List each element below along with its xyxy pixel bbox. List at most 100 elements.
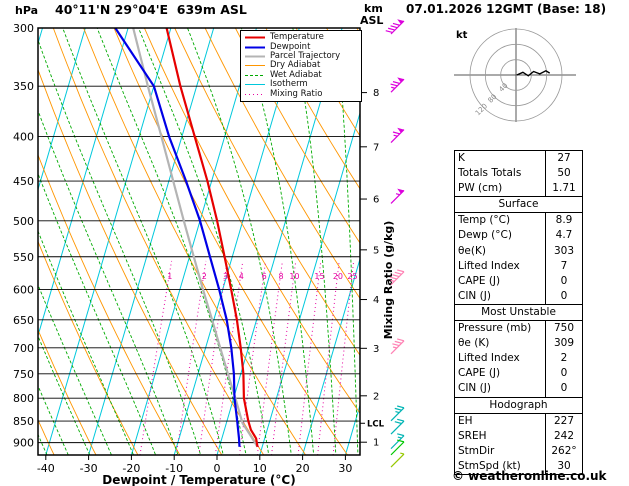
km-tick-label: 4 <box>373 295 379 306</box>
pressure-tick-label: 850 <box>13 415 34 428</box>
indices-row-label: CIN (J) <box>458 289 491 302</box>
mixing-ratio-value-label: 2 <box>202 272 207 281</box>
indices-row-label: θe (K) <box>458 337 490 350</box>
indices-row: PW (cm) 1.71 <box>455 181 582 197</box>
indices-row: Temp (°C) 8.9 <box>455 213 582 229</box>
km-tick-label: 3 <box>373 344 379 355</box>
km-tick-label: 8 <box>373 88 379 99</box>
temp-tick-label: 10 <box>253 462 267 475</box>
mixing-ratio-value-label: 20 <box>333 272 343 281</box>
legend-swatch <box>245 74 265 76</box>
temp-tick-label: 0 <box>214 462 221 475</box>
indices-row-label: StmSpd (kt) <box>458 459 521 472</box>
legend-item: Mixing Ratio <box>241 89 361 98</box>
pressure-tick-label: 300 <box>13 22 34 35</box>
temp-tick-label: 20 <box>296 462 310 475</box>
legend-label: Dry Adiabat <box>270 60 321 71</box>
indices-section-title: Most Unstable <box>455 303 582 322</box>
legend-label: Dewpoint <box>270 41 311 52</box>
km-unit-label: km <box>364 2 383 15</box>
legend-item: Parcel Trajectory <box>241 50 361 61</box>
indices-row-value: 27 <box>545 151 582 167</box>
indices-row-value: 242 <box>545 428 582 444</box>
indices-row-value: 1.71 <box>545 181 582 197</box>
dry-adiabat-line <box>113 28 348 455</box>
indices-row: CAPE (J) 0 <box>455 273 582 289</box>
wind-barb <box>390 405 405 422</box>
pressure-tick-label: 500 <box>13 215 34 228</box>
asl-unit-label: ASL <box>360 14 384 27</box>
km-tick-label: 1 <box>373 438 379 449</box>
mixing-ratio-value-label: 25 <box>347 272 357 281</box>
isotherm-line <box>88 28 215 455</box>
indices-row: CIN (J) 0 <box>455 381 582 397</box>
indices-row-value: 750 <box>545 321 582 337</box>
indices-row-value: 2 <box>545 351 582 367</box>
wind-barb <box>390 433 405 450</box>
legend-item: Temperature <box>241 33 361 42</box>
legend-label: Parcel Trajectory <box>270 50 341 61</box>
indices-row: EH 227 <box>455 413 582 429</box>
indices-row: K 27 <box>455 151 582 167</box>
wind-barb <box>385 19 405 35</box>
wind-barb <box>390 439 405 456</box>
dry-adiabat-line <box>38 328 97 455</box>
wind-barb <box>390 452 405 468</box>
indices-row-value: 7 <box>545 258 582 274</box>
indices-row: θe (K) 309 <box>455 336 582 352</box>
km-tick-label: 7 <box>373 142 379 153</box>
credit-label: © weatheronline.co.uk <box>452 469 607 483</box>
legend-label: Wet Adiabat <box>270 69 322 80</box>
mixing-ratio-axis-title: Mixing Ratio (g/kg) <box>382 221 395 340</box>
pressure-tick-label: 600 <box>13 284 34 297</box>
indices-row-label: Lifted Index <box>458 259 520 272</box>
indices-row-label: Dewp (°C) <box>458 229 512 242</box>
legend-swatch <box>245 93 265 95</box>
pressure-tick-label: 800 <box>13 392 34 405</box>
mixing-ratio-value-label: 10 <box>289 272 299 281</box>
isotherm-line <box>38 28 86 192</box>
parcel-trajectory-curve <box>132 28 259 448</box>
temperature-curve <box>165 28 259 447</box>
hodograph-ring-label: 80 <box>487 93 499 105</box>
indices-row-label: CIN (J) <box>458 382 491 395</box>
indices-section-title: Surface <box>455 196 582 214</box>
isotherm-line <box>45 28 172 455</box>
indices-row-value: 30 <box>545 458 582 474</box>
pressure-tick-label: 450 <box>13 175 34 188</box>
wet-adiabat-line <box>38 384 69 455</box>
legend-label: Temperature <box>270 32 324 43</box>
dry-adiabat-line <box>204 28 360 300</box>
wet-adiabat-line <box>38 335 91 455</box>
legend-item: Wet Adiabat <box>241 69 361 80</box>
station-title: 40°11'N 29°04'E 639m ASL <box>55 2 247 17</box>
mixing-ratio-value-label: 4 <box>239 272 244 281</box>
temp-tick-label: 30 <box>338 462 352 475</box>
indices-row: Totals Totals 50 <box>455 166 582 182</box>
indices-row-value: 8.9 <box>545 213 582 229</box>
hodograph-ring-label: 40 <box>498 82 510 94</box>
wet-adiabat-line <box>187 28 292 455</box>
mixing-ratio-value-label: 6 <box>262 272 267 281</box>
dry-adiabat-line <box>38 153 181 455</box>
pressure-tick-label: 900 <box>13 437 34 450</box>
indices-row-label: K <box>458 152 465 164</box>
hodograph-ring-label: 120 <box>474 102 489 117</box>
dry-adiabat-line <box>265 28 360 190</box>
legend-swatch <box>245 36 265 39</box>
legend-swatch <box>245 65 265 67</box>
pressure-unit-label: hPa <box>15 4 39 17</box>
temp-tick-label: -30 <box>80 462 98 475</box>
indices-row-label: EH <box>458 414 473 427</box>
isotherm-line <box>130 28 257 455</box>
indices-row: Pressure (mb) 750 <box>455 321 582 337</box>
pressure-tick-label: 750 <box>13 368 34 381</box>
indices-row-value: 0 <box>545 273 582 289</box>
legend-swatch <box>245 55 265 58</box>
mixing-ratio-value-label: 15 <box>314 272 324 281</box>
dewpoint-curve <box>114 28 241 447</box>
wet-adiabat-line <box>62 28 224 455</box>
legend-item: Dewpoint <box>241 42 361 51</box>
